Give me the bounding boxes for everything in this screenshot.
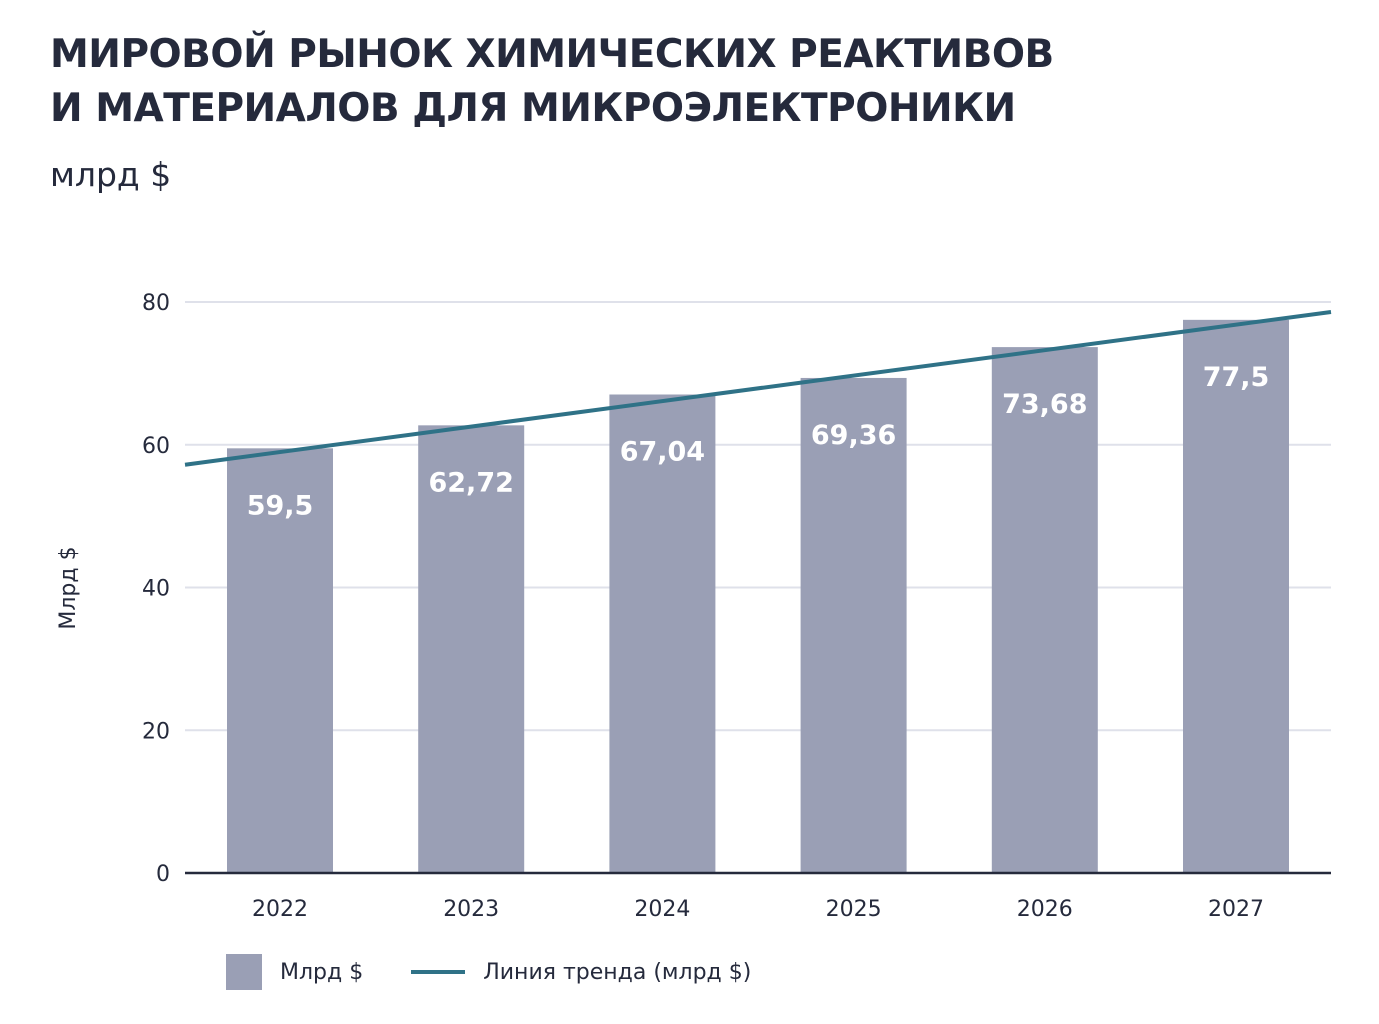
bar	[418, 425, 525, 873]
legend-item-trend: Линия тренда (млрд $)	[411, 960, 751, 985]
grid-lines	[185, 301, 1331, 732]
bar	[609, 394, 716, 873]
bar-value-label: 67,04	[620, 437, 705, 468]
legend-bars-label: Млрд $	[280, 959, 364, 985]
y-tick-label: 40	[142, 577, 170, 602]
bar	[1183, 319, 1289, 873]
legend-trend-label: Линия тренда (млрд $)	[483, 959, 752, 985]
legend-item-bars: Млрд $	[226, 954, 363, 990]
y-axis-ticks: 0 20 40 60 80	[142, 291, 170, 887]
y-axis-label: Млрд $	[56, 546, 81, 629]
bar	[227, 448, 333, 873]
bar	[800, 377, 907, 873]
y-tick-label: 80	[142, 291, 170, 316]
x-tick-label: 2027	[1208, 897, 1264, 922]
x-axis-ticks: 2022 2023 2024 2025 2026 2027	[252, 897, 1264, 922]
bar	[991, 347, 1098, 873]
y-tick-label: 0	[156, 862, 170, 887]
chart-title: МИРОВОЙ РЫНОК ХИМИЧЕСКИХ РЕАКТИВОВ И МАТ…	[50, 28, 1054, 136]
legend-bar-swatch	[226, 954, 262, 990]
bars	[227, 319, 1289, 873]
bar-value-label: 59,5	[247, 490, 314, 521]
trend-line	[184, 310, 1332, 467]
bar-value-label: 77,5	[1203, 362, 1270, 393]
x-tick-label: 2026	[1017, 897, 1073, 922]
x-tick-label: 2025	[826, 897, 882, 922]
trend-line-group	[184, 310, 1332, 467]
x-tick-label: 2022	[252, 897, 308, 922]
bar-value-label: 69,36	[811, 420, 896, 451]
x-tick-label: 2024	[634, 897, 690, 922]
y-tick-label: 60	[142, 434, 170, 459]
bar-value-label: 62,72	[428, 467, 513, 498]
chart-title-line-2: И МАТЕРИАЛОВ ДЛЯ МИКРОЭЛЕКТРОНИКИ	[50, 86, 1016, 131]
bar-value-label: 73,68	[1002, 389, 1087, 420]
x-tick-label: 2023	[443, 897, 499, 922]
chart-legend: Млрд $ Линия тренда (млрд $)	[226, 954, 751, 990]
y-tick-label: 20	[142, 719, 170, 744]
chart-title-line-1: МИРОВОЙ РЫНОК ХИМИЧЕСКИХ РЕАКТИВОВ	[50, 32, 1054, 77]
chart-subtitle: млрд $	[50, 155, 172, 194]
legend-trend-swatch	[411, 970, 466, 974]
bar-value-labels: 59,5 62,72 67,04 69,36 73,68 77,5	[247, 362, 1270, 521]
